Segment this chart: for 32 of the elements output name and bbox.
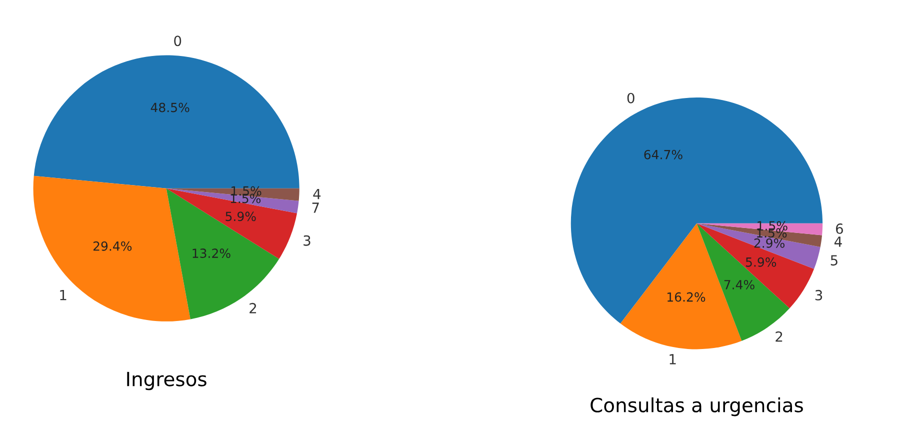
slice-label: 4	[834, 236, 842, 247]
slice-label: 0	[174, 36, 182, 46]
slice-label: 3	[304, 235, 310, 246]
slice-label: 7	[312, 202, 319, 213]
slice-label: 6	[836, 223, 843, 234]
text: Ingresos	[127, 372, 206, 390]
data-label: 64.7%	[644, 150, 682, 160]
slice-label: 3	[815, 290, 822, 300]
pie-slice	[33, 176, 190, 322]
pie-slice	[166, 188, 280, 320]
pie-slice	[696, 223, 822, 247]
slice-label: 1	[60, 290, 66, 300]
data-label: 5.9%	[746, 257, 776, 267]
slice-label: 0	[627, 92, 634, 104]
data-label: 1.5%	[756, 228, 787, 238]
data-label: 7.4%	[724, 280, 754, 290]
pie-slice	[166, 188, 298, 259]
data-label: 13.2%	[192, 248, 230, 258]
pie-slice	[696, 223, 820, 269]
data-label: 1.5%	[758, 221, 788, 231]
slice-label: 2	[250, 302, 256, 314]
slice-label: 5	[830, 255, 838, 266]
data-label: 48.5%	[150, 102, 190, 112]
pie-slice	[166, 188, 299, 214]
slice-label: 4	[313, 188, 321, 200]
slice-label: 1	[670, 354, 676, 364]
data-label: 5.9%	[226, 212, 256, 222]
data-label: 29.4%	[93, 241, 132, 251]
text: Consultas a urgencias	[590, 397, 803, 416]
slice-label: 2	[776, 331, 782, 342]
data-label: 2.9%	[754, 238, 785, 248]
data-label: 16.2%	[667, 292, 706, 302]
